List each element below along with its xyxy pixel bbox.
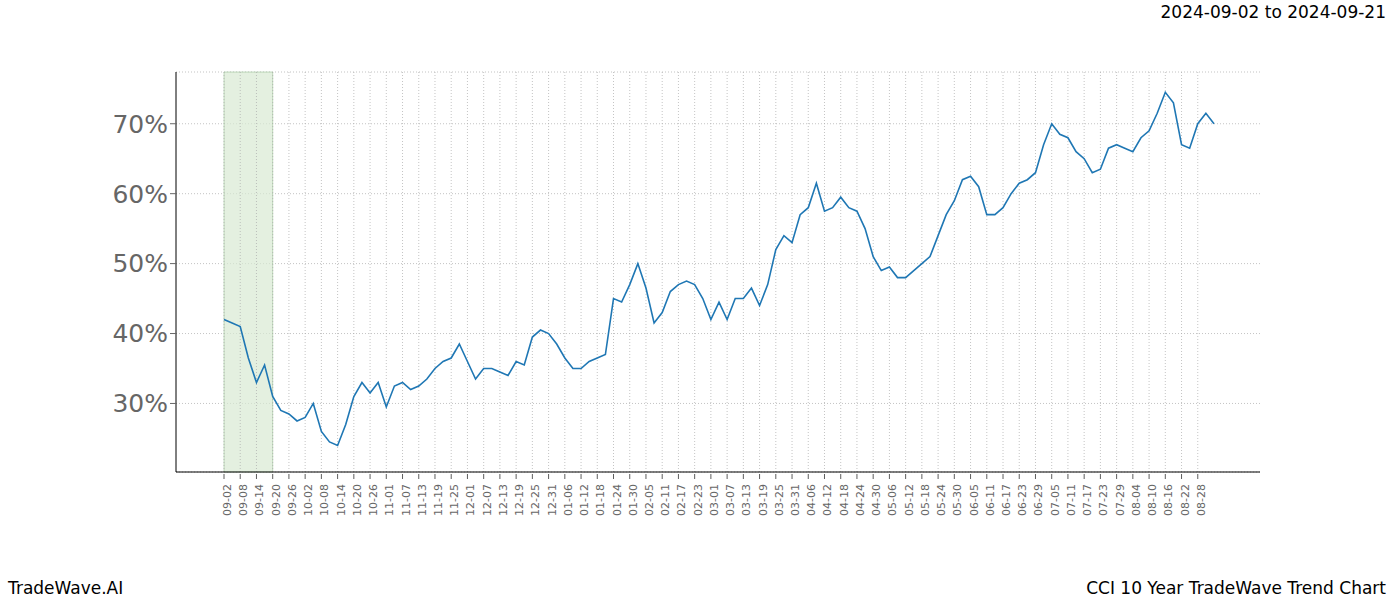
svg-text:06-05: 06-05: [968, 484, 981, 516]
svg-text:08-22: 08-22: [1179, 484, 1192, 516]
svg-text:02-11: 02-11: [659, 484, 672, 516]
html-text:2024-09-02 to 2024-09-21: 2024-09-02 to 2024-09-21: [1160, 2, 1386, 22]
svg-text:10-14: 10-14: [335, 484, 348, 516]
svg-text:12-01: 12-01: [464, 484, 477, 516]
svg-text:04-30: 04-30: [870, 484, 883, 516]
svg-text:40%: 40%: [112, 319, 168, 348]
svg-text:11-19: 11-19: [432, 484, 445, 516]
svg-text:10-20: 10-20: [351, 484, 364, 516]
svg-text:70%: 70%: [112, 110, 168, 139]
svg-text:09-20: 09-20: [270, 484, 283, 516]
svg-text:04-06: 04-06: [805, 484, 818, 516]
svg-text:12-07: 12-07: [481, 484, 494, 516]
svg-text:03-31: 03-31: [789, 484, 802, 516]
svg-text:05-12: 05-12: [903, 484, 916, 516]
svg-text:09-14: 09-14: [253, 484, 266, 516]
svg-text:05-24: 05-24: [935, 484, 948, 516]
svg-text:07-29: 07-29: [1114, 484, 1127, 516]
svg-text:03-25: 03-25: [773, 484, 786, 516]
svg-text:03-07: 03-07: [724, 484, 737, 516]
svg-text:01-12: 01-12: [578, 484, 591, 516]
svg-text:12-19: 12-19: [513, 484, 526, 516]
svg-text:12-31: 12-31: [546, 484, 559, 516]
svg-text:10-02: 10-02: [302, 484, 315, 516]
svg-text:08-28: 08-28: [1195, 484, 1208, 516]
svg-text:08-04: 08-04: [1130, 484, 1143, 516]
svg-text:04-12: 04-12: [821, 484, 834, 516]
svg-text:07-11: 07-11: [1065, 484, 1078, 516]
svg-text:50%: 50%: [112, 249, 168, 278]
svg-text:05-18: 05-18: [919, 484, 932, 516]
svg-text:02-05: 02-05: [643, 484, 656, 516]
svg-text:01-18: 01-18: [594, 484, 607, 516]
svg-text:08-16: 08-16: [1162, 484, 1175, 516]
svg-text:05-30: 05-30: [951, 484, 964, 516]
svg-text:04-18: 04-18: [838, 484, 851, 516]
svg-text:11-25: 11-25: [448, 484, 461, 516]
svg-text:02-23: 02-23: [692, 484, 705, 516]
svg-text:09-26: 09-26: [286, 484, 299, 516]
svg-text:07-23: 07-23: [1097, 484, 1110, 516]
svg-text:01-06: 01-06: [562, 484, 575, 516]
svg-text:60%: 60%: [112, 180, 168, 209]
svg-text:07-17: 07-17: [1081, 484, 1094, 516]
svg-text:01-24: 01-24: [611, 484, 624, 516]
svg-text:03-19: 03-19: [757, 484, 770, 516]
html-text:TradeWave.AI: TradeWave.AI: [8, 578, 124, 598]
svg-text:02-17: 02-17: [675, 484, 688, 516]
svg-text:09-02: 09-02: [221, 484, 234, 516]
svg-text:12-25: 12-25: [529, 484, 542, 516]
svg-text:30%: 30%: [112, 389, 168, 418]
svg-text:10-08: 10-08: [318, 484, 331, 516]
svg-text:08-10: 08-10: [1146, 484, 1159, 516]
svg-text:03-13: 03-13: [740, 484, 753, 516]
svg-text:09-08: 09-08: [237, 484, 250, 516]
svg-text:04-24: 04-24: [854, 484, 867, 516]
svg-text:11-13: 11-13: [416, 484, 429, 516]
svg-text:06-29: 06-29: [1032, 484, 1045, 516]
svg-text:11-01: 11-01: [383, 484, 396, 516]
svg-text:05-06: 05-06: [886, 484, 899, 516]
svg-text:07-05: 07-05: [1049, 484, 1062, 516]
svg-text:01-30: 01-30: [627, 484, 640, 516]
svg-text:12-13: 12-13: [497, 484, 510, 516]
svg-text:10-26: 10-26: [367, 484, 380, 516]
svg-text:06-17: 06-17: [1000, 484, 1013, 516]
html-text:CCI 10 Year TradeWave Trend Ch: CCI 10 Year TradeWave Trend Chart: [1086, 578, 1386, 598]
svg-text:06-23: 06-23: [1016, 484, 1029, 516]
svg-text:06-11: 06-11: [984, 484, 997, 516]
svg-text:03-01: 03-01: [708, 484, 721, 516]
svg-text:11-07: 11-07: [400, 484, 413, 516]
